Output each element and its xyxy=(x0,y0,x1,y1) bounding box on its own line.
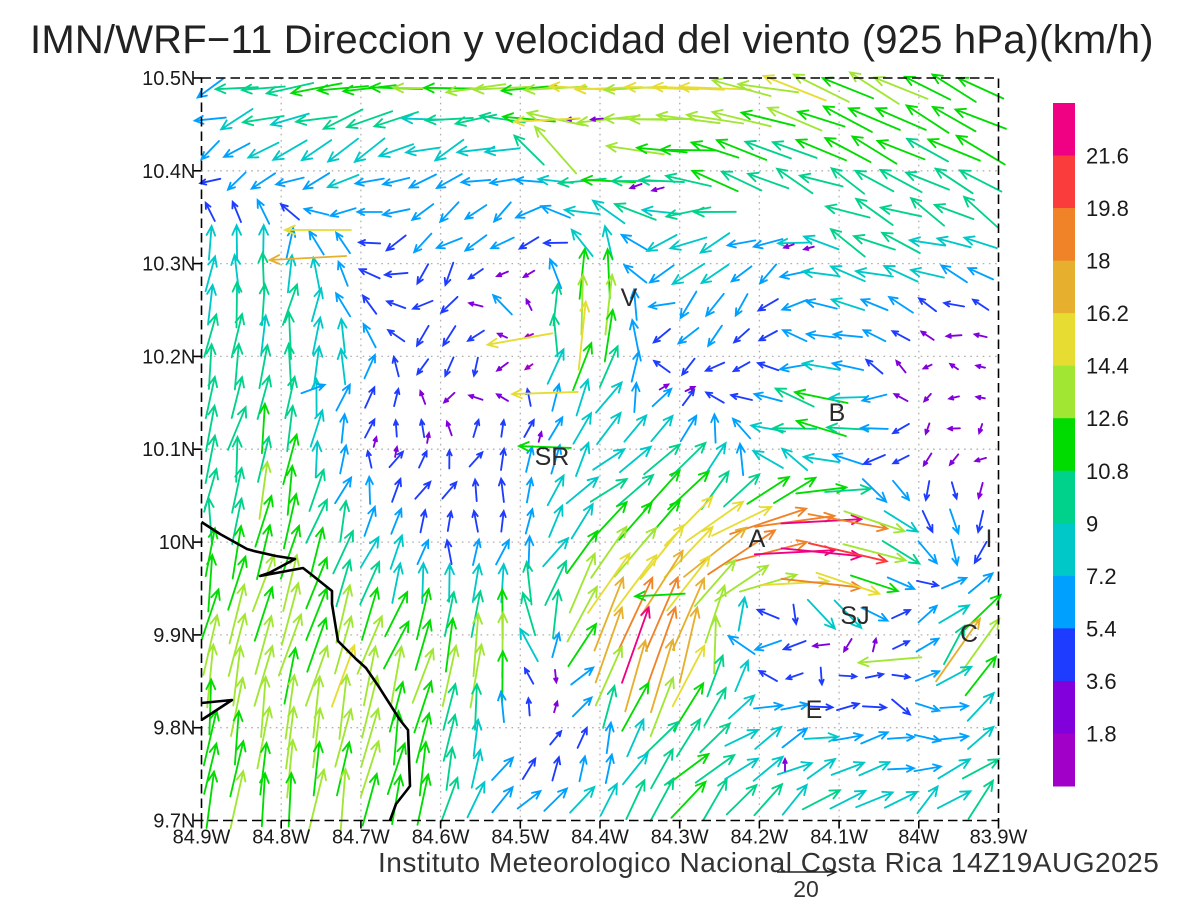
svg-text:3.6: 3.6 xyxy=(1086,669,1117,694)
svg-text:9.7N: 9.7N xyxy=(153,811,195,833)
svg-text:20: 20 xyxy=(793,876,819,900)
svg-text:84.7W: 84.7W xyxy=(332,827,390,849)
svg-text:10.2N: 10.2N xyxy=(142,346,195,368)
svg-text:E: E xyxy=(806,696,823,724)
svg-text:10.3N: 10.3N xyxy=(142,254,195,276)
svg-text:9.8N: 9.8N xyxy=(153,718,195,740)
svg-text:1.8: 1.8 xyxy=(1086,722,1117,747)
svg-text:C: C xyxy=(960,620,978,648)
svg-text:14.4: 14.4 xyxy=(1086,354,1129,379)
svg-text:84.3W: 84.3W xyxy=(651,827,709,849)
svg-text:84.2W: 84.2W xyxy=(730,827,788,849)
svg-text:10.4N: 10.4N xyxy=(142,161,195,183)
svg-text:84.1W: 84.1W xyxy=(810,827,868,849)
svg-text:10.1N: 10.1N xyxy=(142,439,195,461)
svg-text:84.9W: 84.9W xyxy=(173,827,231,849)
svg-text:83.9W: 83.9W xyxy=(970,827,1028,849)
svg-text:Instituto Meteorologico Nacion: Instituto Meteorologico Nacional Costa R… xyxy=(378,847,1159,878)
svg-text:16.2: 16.2 xyxy=(1086,301,1129,326)
svg-text:SJ: SJ xyxy=(840,602,869,630)
svg-text:I: I xyxy=(986,525,993,553)
svg-text:IMN/WRF−11 Direccion y velocid: IMN/WRF−11 Direccion y velocidad del vie… xyxy=(30,18,1154,62)
svg-text:10N: 10N xyxy=(159,532,196,554)
svg-text:10.5N: 10.5N xyxy=(142,68,195,90)
svg-text:84.5W: 84.5W xyxy=(491,827,549,849)
svg-text:21.6: 21.6 xyxy=(1086,144,1129,169)
svg-text:5.4: 5.4 xyxy=(1086,616,1117,641)
svg-text:84.4W: 84.4W xyxy=(571,827,629,849)
svg-text:7.2: 7.2 xyxy=(1086,564,1117,589)
svg-text:84.8W: 84.8W xyxy=(252,827,310,849)
svg-text:18: 18 xyxy=(1086,249,1110,274)
svg-text:SR: SR xyxy=(535,443,570,471)
svg-text:84.6W: 84.6W xyxy=(412,827,470,849)
svg-text:9.9N: 9.9N xyxy=(153,625,195,647)
svg-text:19.8: 19.8 xyxy=(1086,196,1129,221)
svg-text:10.8: 10.8 xyxy=(1086,459,1129,484)
svg-text:84W: 84W xyxy=(898,827,939,849)
svg-text:12.6: 12.6 xyxy=(1086,406,1129,431)
svg-text:V: V xyxy=(621,284,638,312)
svg-text:B: B xyxy=(829,399,846,427)
svg-text:A: A xyxy=(749,525,766,553)
svg-text:9: 9 xyxy=(1086,511,1098,536)
